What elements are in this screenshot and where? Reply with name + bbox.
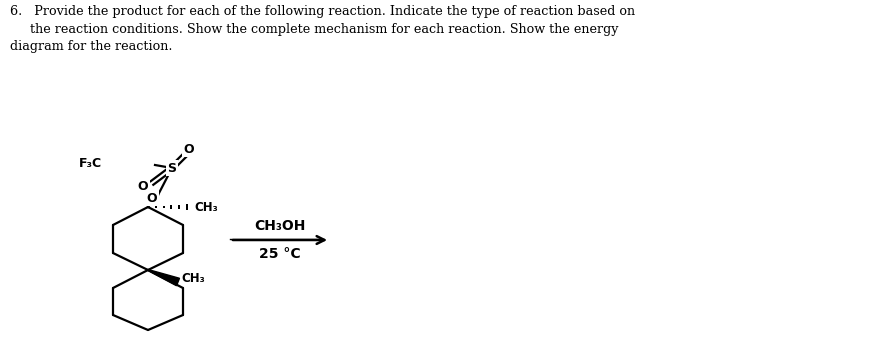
Text: CH₃OH: CH₃OH bbox=[254, 219, 306, 233]
Text: O: O bbox=[146, 191, 157, 205]
Text: O: O bbox=[138, 179, 148, 193]
Text: CH₃: CH₃ bbox=[181, 272, 204, 285]
Text: F₃C: F₃C bbox=[79, 157, 102, 169]
Text: 25 °C: 25 °C bbox=[260, 247, 301, 261]
Text: S: S bbox=[168, 161, 176, 175]
Text: CH₃: CH₃ bbox=[194, 200, 217, 214]
Polygon shape bbox=[148, 269, 180, 286]
Text: 6.   Provide the product for each of the following reaction. Indicate the type o: 6. Provide the product for each of the f… bbox=[10, 5, 635, 53]
Text: O: O bbox=[183, 142, 195, 156]
